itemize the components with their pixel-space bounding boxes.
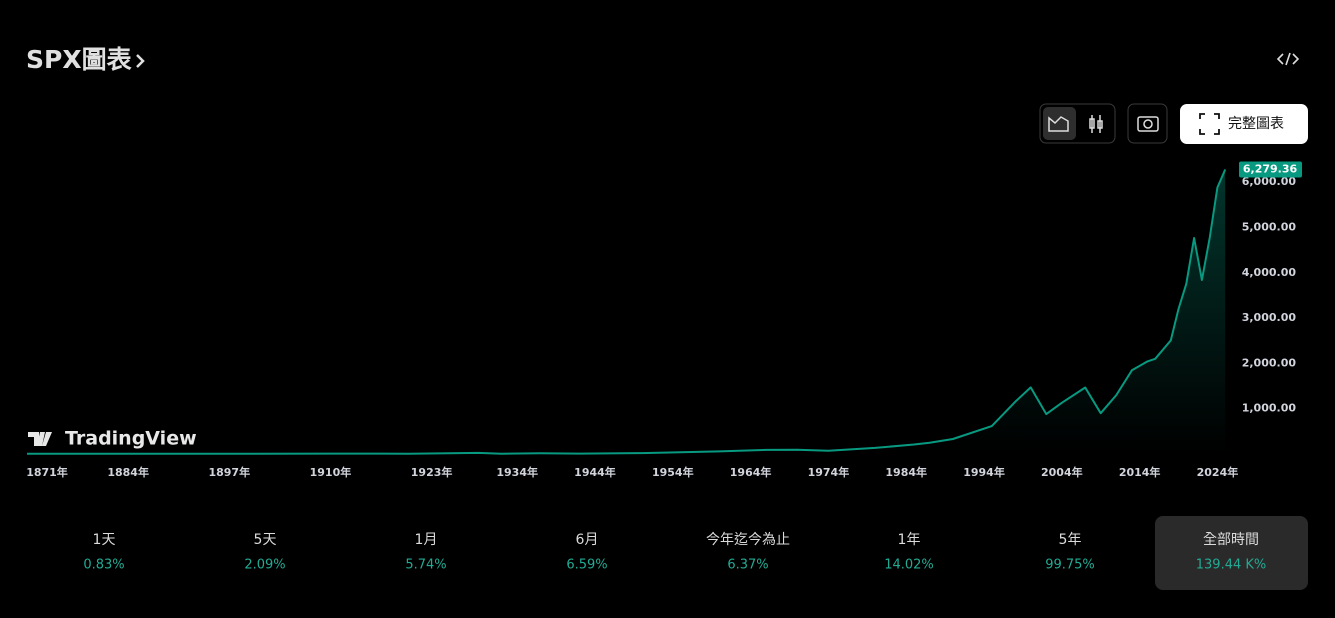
x-tick-label: 1871年 [26,465,68,479]
price-tag-label: 6,279.36 [1243,162,1298,175]
embed-button[interactable] [1276,52,1300,66]
period-label[interactable]: 今年迄今為止 [706,532,790,548]
period-label[interactable]: 全部時間 [1203,532,1259,548]
period-label[interactable]: 1年 [898,532,921,548]
plot: 1,000.00 2,000.00 3,000.00 4,000.00 5,000.00… [26,161,1302,479]
price-tag [1239,161,1302,178]
page-title[interactable]: SPX圖表 [26,45,133,74]
x-tick-label: 1934年 [496,465,538,479]
period-label[interactable]: 1天 [93,532,116,548]
watermark: TradingView [28,428,197,450]
price-line [27,169,1227,455]
x-tick-label: 1923年 [411,465,453,479]
x-tick-label: 1994年 [963,465,1005,479]
period-label[interactable]: 5天 [254,532,277,548]
period-change[interactable]: 14.02% [884,558,934,573]
y-tick-label: 3,000.00 [1242,311,1297,324]
period-change[interactable]: 6.59% [566,558,607,573]
period-label[interactable]: 6月 [576,532,599,548]
x-tick-label: 2014年 [1119,465,1161,479]
period-tabs: 1天 0.83% 5天 2.09% 1月 5.74% 6月 6.59% 今年迄今為止 6.37% 1… [83,516,1308,590]
x-tick-label: 1964年 [730,465,772,479]
y-tick-label: 4,000.00 [1242,266,1297,279]
y-tick-label: 2,000.00 [1242,356,1297,369]
y-tick-label: 1,000.00 [1242,402,1297,415]
x-tick-label: 1984年 [885,465,927,479]
period-change[interactable]: 5.74% [405,558,446,573]
x-tick-label: 1884年 [107,465,149,479]
period-change[interactable]: 0.83% [83,558,124,573]
snapshot-button[interactable] [1127,103,1168,144]
title-chevron[interactable] [136,54,145,68]
watermark-text: TradingView [65,428,197,450]
period-tab-active[interactable] [1155,516,1308,590]
x-tick-label: 1974年 [808,465,850,479]
period-label[interactable]: 1月 [415,532,438,548]
x-tick-label: 1910年 [310,465,352,479]
y-tick-label: 6,000.00 [1242,175,1297,188]
y-tick-label: 5,000.00 [1242,220,1297,233]
chart-style-toggle[interactable] [1039,103,1116,144]
x-tick-label: 2024年 [1197,465,1239,479]
x-tick-label: 1944年 [574,465,616,479]
period-label[interactable]: 5年 [1059,532,1082,548]
period-change[interactable]: 6.37% [727,558,768,573]
x-tick-label: 2004年 [1041,465,1083,479]
period-change[interactable]: 2.09% [244,558,285,573]
x-tick-label: 1954年 [652,465,694,479]
period-change[interactable]: 99.75% [1045,558,1095,573]
area-fill [27,169,1226,454]
period-change[interactable]: 139.44 K% [1196,558,1267,573]
full-chart-button[interactable]: 完整圖表 [1180,104,1308,144]
full-chart-label[interactable]: 完整圖表 [1228,116,1284,132]
x-tick-label: 1897年 [208,465,250,479]
